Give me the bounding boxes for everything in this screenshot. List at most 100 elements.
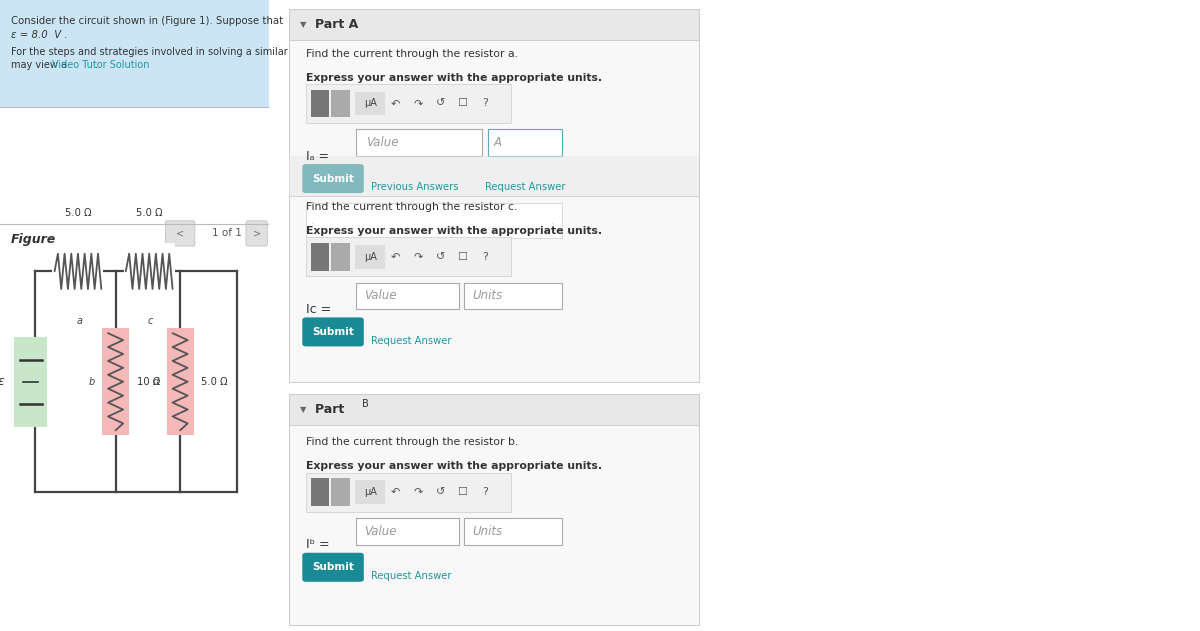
FancyBboxPatch shape: [311, 478, 329, 506]
Text: Submit: Submit: [312, 327, 354, 337]
FancyBboxPatch shape: [356, 283, 458, 309]
Text: ↺: ↺: [436, 98, 445, 109]
Text: 10 Ω: 10 Ω: [137, 377, 160, 387]
FancyBboxPatch shape: [464, 518, 562, 545]
Text: For the steps and strategies involved in solving a similar problem, you: For the steps and strategies involved in…: [11, 47, 355, 57]
FancyBboxPatch shape: [355, 91, 385, 115]
Text: Consider the circuit shown in (Figure 1). Suppose that: Consider the circuit shown in (Figure 1)…: [11, 16, 283, 26]
FancyBboxPatch shape: [306, 203, 562, 238]
FancyBboxPatch shape: [306, 473, 511, 512]
Text: ↷: ↷: [413, 98, 422, 109]
Text: Find the current through the resistor b.: Find the current through the resistor b.: [306, 437, 518, 447]
Text: Request Answer: Request Answer: [371, 571, 451, 581]
FancyBboxPatch shape: [355, 245, 385, 269]
Text: ☐: ☐: [457, 252, 468, 262]
Text: ▼: ▼: [300, 20, 307, 29]
Text: <: <: [176, 228, 184, 239]
FancyBboxPatch shape: [311, 243, 329, 271]
Text: .: .: [310, 217, 312, 226]
Text: .: .: [550, 217, 553, 226]
Text: ↺: ↺: [436, 252, 445, 262]
Text: Value: Value: [365, 290, 397, 302]
FancyBboxPatch shape: [356, 518, 458, 545]
Text: a: a: [77, 316, 83, 326]
Text: Express your answer with the appropriate units.: Express your answer with the appropriate…: [306, 226, 602, 236]
Text: B: B: [362, 399, 368, 410]
Text: Submit: Submit: [312, 174, 354, 184]
FancyBboxPatch shape: [302, 553, 364, 582]
FancyBboxPatch shape: [464, 283, 562, 309]
FancyBboxPatch shape: [487, 129, 562, 156]
Text: 5.0 Ω: 5.0 Ω: [136, 208, 162, 218]
Text: ▼: ▼: [300, 405, 307, 414]
Text: Find the current through the resistor a.: Find the current through the resistor a.: [306, 49, 518, 59]
Text: Part: Part: [316, 403, 349, 416]
Text: Figure: Figure: [11, 233, 56, 247]
FancyBboxPatch shape: [355, 480, 385, 504]
FancyBboxPatch shape: [289, 9, 700, 40]
Text: may view a: may view a: [11, 60, 70, 70]
FancyBboxPatch shape: [0, 0, 269, 107]
Text: Request Answer: Request Answer: [485, 182, 565, 192]
FancyBboxPatch shape: [306, 84, 511, 123]
Text: Value: Value: [365, 525, 397, 538]
FancyBboxPatch shape: [331, 243, 350, 271]
FancyBboxPatch shape: [102, 328, 130, 435]
Text: ↶: ↶: [391, 487, 400, 497]
FancyBboxPatch shape: [124, 243, 175, 300]
FancyBboxPatch shape: [167, 328, 193, 435]
Text: ?: ?: [482, 252, 487, 262]
FancyBboxPatch shape: [14, 337, 48, 427]
Text: ↺: ↺: [436, 487, 445, 497]
Text: Iₐ =: Iₐ =: [306, 150, 329, 163]
Text: ε: ε: [0, 375, 5, 388]
FancyBboxPatch shape: [166, 221, 194, 246]
Text: ε = 8.0  V .: ε = 8.0 V .: [11, 30, 67, 40]
Text: ?: ?: [482, 98, 487, 109]
FancyBboxPatch shape: [302, 164, 364, 193]
Text: c: c: [148, 316, 154, 326]
FancyBboxPatch shape: [53, 243, 103, 300]
Text: Units: Units: [472, 525, 503, 538]
FancyBboxPatch shape: [302, 317, 364, 346]
Text: A: A: [493, 136, 502, 149]
FancyBboxPatch shape: [306, 237, 511, 276]
FancyBboxPatch shape: [289, 394, 700, 425]
Text: d: d: [152, 377, 160, 387]
Text: Find the current through the resistor c.: Find the current through the resistor c.: [306, 202, 517, 212]
Text: Units: Units: [472, 290, 503, 302]
Text: Previous Answers: Previous Answers: [371, 182, 458, 192]
FancyBboxPatch shape: [246, 221, 268, 246]
Text: ☐: ☐: [457, 487, 468, 497]
FancyBboxPatch shape: [289, 156, 700, 196]
Text: Part A: Part A: [316, 18, 359, 31]
Text: ↷: ↷: [413, 252, 422, 262]
FancyBboxPatch shape: [289, 394, 700, 625]
FancyBboxPatch shape: [289, 9, 700, 382]
Text: Video Tutor Solution: Video Tutor Solution: [52, 60, 149, 70]
Text: ?: ?: [482, 487, 487, 497]
Text: >: >: [253, 228, 260, 239]
FancyBboxPatch shape: [331, 90, 350, 117]
Text: Iᴄ =: Iᴄ =: [306, 303, 331, 316]
Text: Value: Value: [366, 136, 398, 149]
Text: ↶: ↶: [391, 252, 400, 262]
FancyBboxPatch shape: [311, 90, 329, 117]
Text: ☐: ☐: [457, 98, 468, 109]
Text: Request Answer: Request Answer: [371, 336, 451, 346]
Text: Iᵇ =: Iᵇ =: [306, 538, 330, 551]
Text: 5.0 Ω: 5.0 Ω: [202, 377, 228, 387]
Text: ↷: ↷: [413, 487, 422, 497]
FancyBboxPatch shape: [331, 478, 350, 506]
Text: ↶: ↶: [391, 98, 400, 109]
Text: Express your answer with the appropriate units.: Express your answer with the appropriate…: [306, 461, 602, 471]
Text: Submit: Submit: [312, 562, 354, 572]
Text: 5.0 Ω: 5.0 Ω: [65, 208, 91, 218]
Text: Express your answer with the appropriate units.: Express your answer with the appropriate…: [306, 73, 602, 83]
Text: b: b: [89, 377, 95, 387]
Text: μA: μA: [364, 98, 377, 109]
Text: 1 of 1: 1 of 1: [212, 228, 242, 239]
FancyBboxPatch shape: [356, 129, 482, 156]
Text: μA: μA: [364, 252, 377, 262]
Text: μA: μA: [364, 487, 377, 497]
